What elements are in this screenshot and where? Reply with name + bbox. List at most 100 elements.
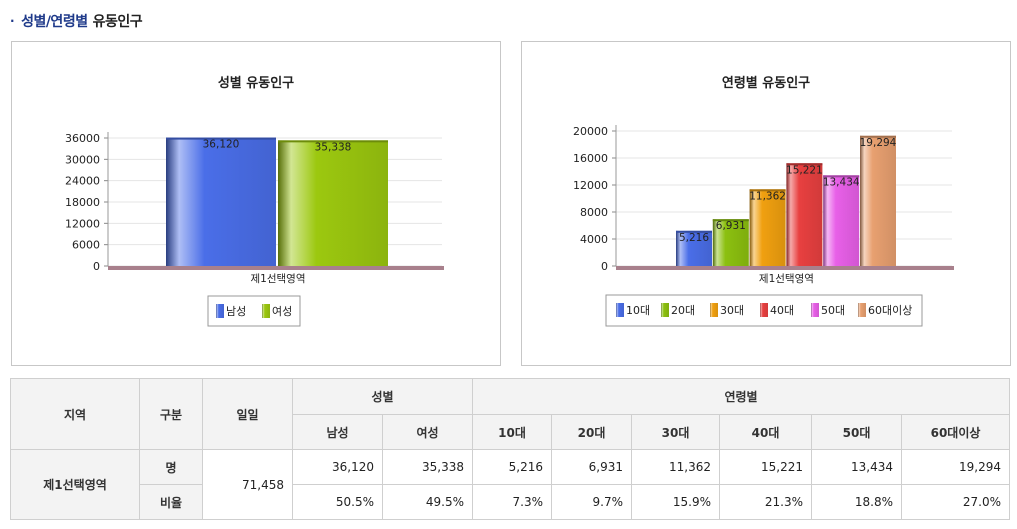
header-age-10: 10대 <box>472 414 552 450</box>
count-age-20: 6,931 <box>551 449 632 485</box>
age-chart: 연령별 유동인구 0 4000 8000 12000 16000 20000 5,216 6,9… <box>573 75 954 327</box>
ratio-age-60: 27.0% <box>900 484 1011 520</box>
chart-title: 연령별 유동인구 <box>722 75 810 91</box>
data-label: 5,216 <box>679 232 709 244</box>
bar-60대이상 <box>860 135 896 266</box>
bar-남성 <box>166 137 276 266</box>
data-label: 35,338 <box>315 141 352 153</box>
y-tick-label: 20000 <box>573 125 608 138</box>
heading-highlight: 성별/연령별 <box>21 14 88 30</box>
ratio-age-20: 9.7% <box>551 484 632 520</box>
ratio-age-40: 21.3% <box>719 484 812 520</box>
y-tick-label: 4000 <box>580 233 608 246</box>
bar-top-60대이상 <box>860 135 896 138</box>
ratio-age-30: 15.9% <box>631 484 720 520</box>
header-age-50: 50대 <box>811 414 902 450</box>
legend-label: 50대 <box>821 304 845 317</box>
age-chart-panel: 연령별 유동인구 0 4000 8000 12000 16000 20000 5,216 6,9… <box>521 41 1011 366</box>
header-gender: 성별 <box>292 378 473 415</box>
data-label: 13,434 <box>823 176 860 188</box>
legend-label: 10대 <box>626 304 650 317</box>
chart-title: 성별 유동인구 <box>218 75 294 91</box>
y-tick-label: 16000 <box>573 152 608 165</box>
gender-chart-panel: 성별 유동인구 0 6000 12000 18000 24000 30000 36000 36,… <box>11 41 501 366</box>
y-tick-label: 12000 <box>573 179 608 192</box>
x-category-label: 제1선택영역 <box>759 273 814 285</box>
bullet-icon: · <box>10 14 15 28</box>
count-age-60: 19,294 <box>900 449 1011 485</box>
population-table: 지역 구분 일일 성별 연령별 남성 여성 10대 20대 30대 40대 50… <box>10 378 1011 520</box>
y-tick-label: 6000 <box>72 239 100 252</box>
header-age-60: 60대이상 <box>900 414 1011 450</box>
legend-label: 60대이상 <box>868 304 912 317</box>
data-label: 11,362 <box>749 190 786 202</box>
header-age-30: 30대 <box>631 414 720 450</box>
ratio-age-50: 18.8% <box>811 484 902 520</box>
y-tick-label: 12000 <box>65 217 100 230</box>
legend-label: 30대 <box>720 304 744 317</box>
bar-top-50대 <box>823 175 860 178</box>
bar-40대 <box>786 163 823 266</box>
y-tick-label: 30000 <box>65 153 100 166</box>
count-age-10: 5,216 <box>472 449 552 485</box>
data-label: 19,294 <box>860 137 897 149</box>
bar-10대 <box>676 230 712 266</box>
data-label: 6,931 <box>716 220 746 232</box>
header-age-20: 20대 <box>551 414 632 450</box>
legend-swatch-40대 <box>760 303 768 317</box>
chart-floor <box>108 266 444 270</box>
count-age-50: 13,434 <box>811 449 902 485</box>
x-category-label: 제1선택영역 <box>251 273 306 285</box>
section-heading: · 성별/연령별 유동인구 <box>10 10 143 32</box>
row-label-count: 명 <box>139 449 203 485</box>
legend-label: 20대 <box>671 304 695 317</box>
y-tick-label: 0 <box>601 260 608 273</box>
header-type: 구분 <box>139 378 203 450</box>
legend-swatch-여성 <box>262 304 270 318</box>
legend-swatch-20대 <box>661 303 669 317</box>
data-label: 36,120 <box>203 139 240 151</box>
bar-top-여성 <box>278 140 388 143</box>
y-tick-label: 8000 <box>580 206 608 219</box>
legend-swatch-30대 <box>710 303 718 317</box>
bar-20대 <box>712 219 749 266</box>
header-age: 연령별 <box>471 378 1011 415</box>
count-female: 35,338 <box>382 449 473 485</box>
ratio-age-10: 7.3% <box>472 484 552 520</box>
legend-swatch-남성 <box>216 304 224 318</box>
count-age-40: 15,221 <box>719 449 812 485</box>
header-region: 지역 <box>10 378 140 450</box>
y-tick-label: 24000 <box>65 175 100 188</box>
heading-rest: 유동인구 <box>92 14 143 30</box>
bar-top-40대 <box>786 163 823 166</box>
legend-label: 남성 <box>226 305 246 318</box>
ratio-male: 50.5% <box>292 484 383 520</box>
row-label-ratio: 비율 <box>139 484 203 520</box>
header-daily: 일일 <box>202 378 293 450</box>
bar-50대 <box>823 175 860 266</box>
chart-floor <box>616 266 954 270</box>
header-age-40: 40대 <box>719 414 812 450</box>
bar-top-남성 <box>166 137 276 140</box>
legend-swatch-60대이상 <box>858 303 866 317</box>
region-cell: 제1선택영역 <box>10 449 140 520</box>
daily-total: 71,458 <box>202 449 293 520</box>
bar-top-10대 <box>676 230 712 233</box>
gender-chart: 성별 유동인구 0 6000 12000 18000 24000 30000 36000 36,… <box>65 75 444 327</box>
table-row: 비율 50.5% 49.5% 7.3% 9.7% 15.9% 21.3% 18.… <box>11 484 1011 520</box>
header-female: 여성 <box>382 414 473 450</box>
bar-top-30대 <box>749 189 786 192</box>
data-label: 15,221 <box>786 164 823 176</box>
legend-label: 여성 <box>272 305 292 318</box>
y-tick-label: 0 <box>93 260 100 273</box>
ratio-female: 49.5% <box>382 484 473 520</box>
bar-top-20대 <box>712 219 749 222</box>
legend-swatch-10대 <box>616 303 624 317</box>
bar-30대 <box>749 189 786 266</box>
count-male: 36,120 <box>292 449 383 485</box>
legend-label: 40대 <box>770 304 794 317</box>
y-tick-label: 36000 <box>65 132 100 145</box>
table-row: 제1선택영역 명 71,458 36,120 35,338 5,216 6,93… <box>10 449 1011 520</box>
y-tick-label: 18000 <box>65 196 100 209</box>
bar-여성 <box>278 140 388 266</box>
